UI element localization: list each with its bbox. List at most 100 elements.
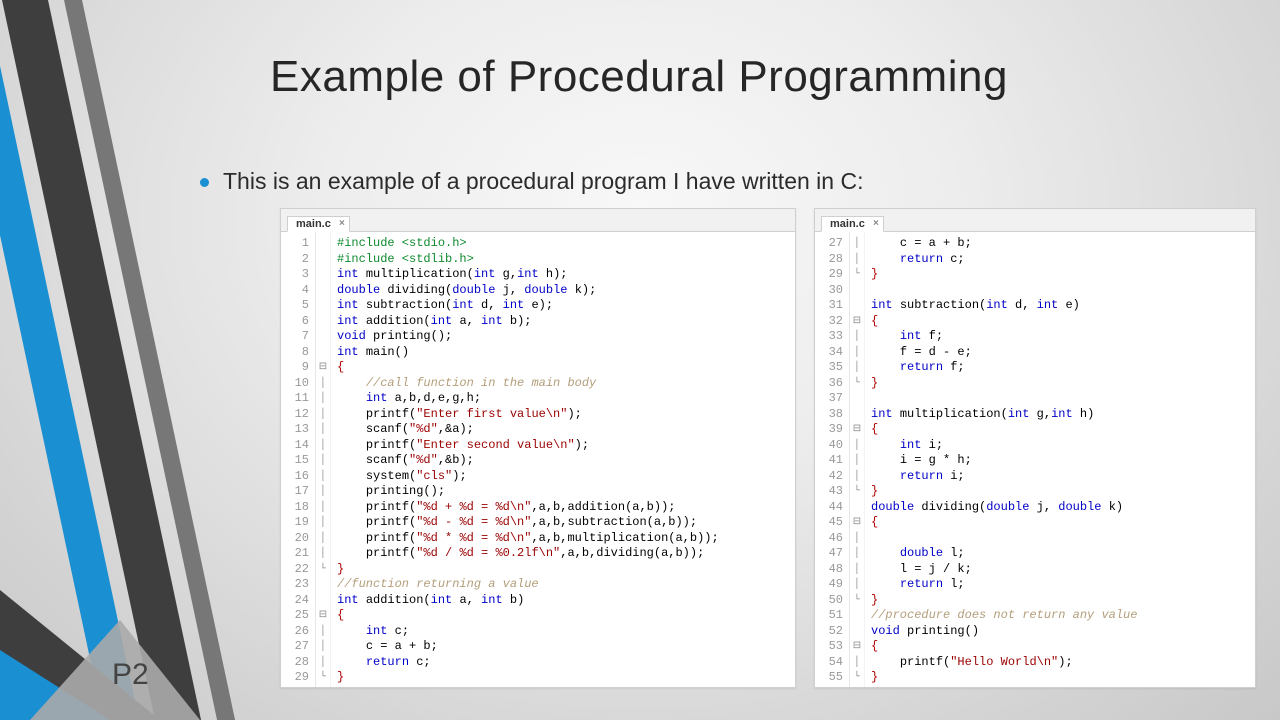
- fold-marker: [850, 624, 864, 640]
- code-line: return c;: [871, 252, 1249, 268]
- line-number-gutter: 2728293031323334353637383940414243444546…: [815, 232, 850, 687]
- code-line: int multiplication(int g,int h);: [337, 267, 789, 283]
- line-number: 40: [815, 438, 849, 454]
- line-number: 1: [281, 236, 315, 252]
- code-line: scanf("%d",&a);: [337, 422, 789, 438]
- close-icon[interactable]: ×: [873, 218, 879, 229]
- line-number: 28: [815, 252, 849, 268]
- code-line: {: [871, 515, 1249, 531]
- tab-main-c[interactable]: main.c ×: [287, 216, 350, 232]
- fold-marker: │: [850, 531, 864, 547]
- fold-marker[interactable]: ⊟: [316, 360, 330, 376]
- line-number: 3: [281, 267, 315, 283]
- fold-marker: └: [850, 484, 864, 500]
- bullet-row: This is an example of a procedural progr…: [200, 168, 863, 195]
- code-line: #include <stdio.h>: [337, 236, 789, 252]
- code-line: c = a + b;: [871, 236, 1249, 252]
- tab-main-c[interactable]: main.c ×: [821, 216, 884, 232]
- line-number: 17: [281, 484, 315, 500]
- line-number: 35: [815, 360, 849, 376]
- code-line: int subtraction(int d, int e);: [337, 298, 789, 314]
- line-number: 53: [815, 639, 849, 655]
- fold-marker: │: [316, 438, 330, 454]
- line-number: 34: [815, 345, 849, 361]
- fold-marker: │: [316, 484, 330, 500]
- code-line: f = d - e;: [871, 345, 1249, 361]
- code-line: printf("Hello World\n");: [871, 655, 1249, 671]
- code-line: {: [871, 422, 1249, 438]
- fold-column: ⊟││││││││││││└⊟│││└: [316, 232, 331, 687]
- fold-marker: [316, 314, 330, 330]
- fold-marker: └: [316, 562, 330, 578]
- line-number: 33: [815, 329, 849, 345]
- line-number: 48: [815, 562, 849, 578]
- bullet-text: This is an example of a procedural progr…: [223, 168, 863, 195]
- code-line: int multiplication(int g,int h): [871, 407, 1249, 423]
- code-lines[interactable]: #include <stdio.h>#include <stdlib.h>int…: [331, 232, 795, 687]
- fold-marker: │: [850, 360, 864, 376]
- line-number-gutter: 1234567891011121314151617181920212223242…: [281, 232, 316, 687]
- fold-marker: │: [850, 546, 864, 562]
- code-line: [871, 283, 1249, 299]
- code-line: printf("%d * %d = %d\n",a,b,multiplicati…: [337, 531, 789, 547]
- fold-marker: │: [316, 546, 330, 562]
- line-number: 2: [281, 252, 315, 268]
- line-number: 7: [281, 329, 315, 345]
- fold-column: ││└⊟│││└⊟│││└⊟││││└⊟│└: [850, 232, 865, 687]
- code-line: }: [871, 670, 1249, 686]
- code-line: system("cls");: [337, 469, 789, 485]
- fold-marker: │: [316, 515, 330, 531]
- code-line: int i;: [871, 438, 1249, 454]
- line-number: 27: [281, 639, 315, 655]
- fold-marker: [316, 329, 330, 345]
- code-line: }: [871, 376, 1249, 392]
- fold-marker[interactable]: ⊟: [316, 608, 330, 624]
- code-line: printf("Enter first value\n");: [337, 407, 789, 423]
- code-line: //function returning a value: [337, 577, 789, 593]
- line-number: 30: [815, 283, 849, 299]
- line-number: 19: [281, 515, 315, 531]
- fold-marker: [850, 391, 864, 407]
- code-line: return i;: [871, 469, 1249, 485]
- code-line: void printing(): [871, 624, 1249, 640]
- fold-marker: └: [316, 670, 330, 686]
- fold-marker: [850, 500, 864, 516]
- line-number: 45: [815, 515, 849, 531]
- code-line: c = a + b;: [337, 639, 789, 655]
- fold-marker: └: [850, 376, 864, 392]
- line-number: 18: [281, 500, 315, 516]
- code-line: int c;: [337, 624, 789, 640]
- line-number: 28: [281, 655, 315, 671]
- line-number: 14: [281, 438, 315, 454]
- fold-marker[interactable]: ⊟: [850, 515, 864, 531]
- tab-bar: main.c ×: [281, 209, 795, 232]
- line-number: 29: [815, 267, 849, 283]
- line-number: 16: [281, 469, 315, 485]
- fold-marker: │: [850, 469, 864, 485]
- code-line: int main(): [337, 345, 789, 361]
- code-lines[interactable]: c = a + b; return c;} int subtraction(int…: [865, 232, 1255, 687]
- code-line: {: [871, 639, 1249, 655]
- fold-marker: │: [850, 577, 864, 593]
- tab-label: main.c: [830, 218, 865, 230]
- line-number: 27: [815, 236, 849, 252]
- fold-marker: [316, 577, 330, 593]
- line-number: 55: [815, 670, 849, 686]
- fold-marker[interactable]: ⊟: [850, 314, 864, 330]
- fold-marker: └: [850, 593, 864, 609]
- fold-marker: └: [850, 670, 864, 686]
- close-icon[interactable]: ×: [339, 218, 345, 229]
- line-number: 51: [815, 608, 849, 624]
- fold-marker: [316, 252, 330, 268]
- code-line: int subtraction(int d, int e): [871, 298, 1249, 314]
- code-line: return c;: [337, 655, 789, 671]
- code-line: }: [871, 484, 1249, 500]
- code-line: printf("%d / %d = %0.2lf\n",a,b,dividing…: [337, 546, 789, 562]
- line-number: 39: [815, 422, 849, 438]
- fold-marker[interactable]: ⊟: [850, 639, 864, 655]
- line-number: 32: [815, 314, 849, 330]
- fold-marker: [850, 283, 864, 299]
- line-number: 11: [281, 391, 315, 407]
- fold-marker: │: [316, 624, 330, 640]
- fold-marker[interactable]: ⊟: [850, 422, 864, 438]
